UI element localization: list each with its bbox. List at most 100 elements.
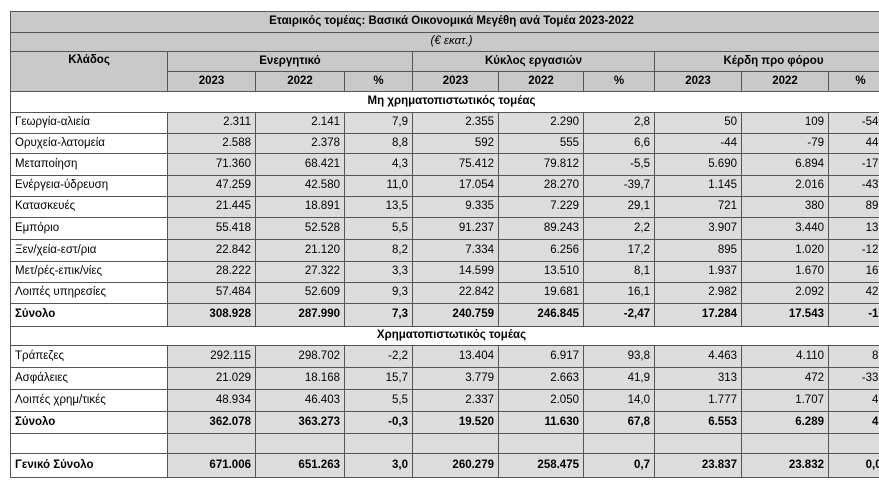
table-cell: 28.270 [498,175,584,197]
table-cell: 2.663 [498,367,584,390]
table-cell: 1.145 [654,175,742,197]
pct-header: % [583,71,655,92]
table-cell: 5,5 [344,389,413,412]
table-cell: -39,7 [583,175,655,197]
table-cell: 2.588 [167,133,256,154]
row-label: Τράπεζες [10,345,168,368]
table-cell: 21.029 [167,367,256,390]
table-cell: 18.891 [255,196,345,218]
table-cell: 4,2 [827,411,879,434]
table-cell: 6.894 [741,153,829,176]
year-2022-header: 2022 [741,71,829,92]
table-cell: 1.707 [741,389,829,412]
table-cell: 8,8 [344,133,413,154]
table-cell: 23.832 [741,453,829,478]
financials-table: Εταιρικός τομέας: Βασικά Οικονομικά Μεγέ… [9,11,879,478]
table-cell: 11.630 [498,411,584,434]
table-cell: -12,3 [827,239,879,262]
table-cell: 555 [498,133,584,154]
table-cell: 18.168 [255,367,345,390]
row-label: Λοιπές υπηρεσίες [10,282,168,304]
table-cell: 362.078 [167,411,256,434]
table-cell: 17,2 [583,239,655,262]
table-cell: 109 [741,112,829,134]
table-cell: 19.681 [498,282,584,304]
row-label: Λοιπές χρημ/τικές [10,389,168,412]
table-cell: 29,1 [583,196,655,218]
table-cell: 15,7 [344,367,413,390]
table-cell: 5.690 [654,153,742,176]
row-label: Ξεν/χεία-εστ/ρια [10,239,168,262]
table-cell: 14.599 [412,261,499,283]
table-row: Μετ/ρές-επικ/νίες 28.222 27.322 3,3 14.599 13… [10,261,879,283]
table-cell: 7,9 [344,112,413,134]
table-cell: 2.092 [741,282,829,304]
table-cell: 240.759 [412,303,499,327]
table-cell: 2.311 [167,112,256,134]
table-cell: 42,5 [827,282,879,304]
table-cell: 17.543 [741,303,829,327]
table-cell: 2.016 [741,175,829,197]
table-cell: 3.779 [412,367,499,390]
table-cell: -33,6 [827,367,879,390]
table-cell: 11,0 [344,175,413,197]
table-cell: 13,5 [344,196,413,218]
table-cell: 17.054 [412,175,499,197]
table-cell: 17.284 [654,303,742,327]
table-cell: 1.020 [741,239,829,262]
total-row: Σύνολο 308.928 287.990 7,3 240.759 246.845 -2,… [10,303,879,327]
spacer-cell [741,433,829,454]
table-cell: -17,5 [827,153,879,176]
table-cell: 258.475 [498,453,584,478]
section-header-row: Χρηματοπιστωτικός τομέας [9,326,879,346]
table-cell: 6.917 [498,345,584,368]
table-cell: -44 [654,133,742,154]
section-title: Μη χρηματοπιστωτικός τομέας [9,91,879,113]
table-row: Ενέργεια-ύδρευση 47.259 42.580 11,0 17.054 28… [10,175,879,197]
spacer-cell [255,433,345,454]
table-cell: 4.110 [741,345,829,368]
table-cell: -5,5 [583,153,655,176]
table-cell: 2,8 [583,112,655,134]
table-row: Λοιπές χρημ/τικές 48.934 46.403 5,5 2.337 2.0… [10,389,879,412]
sector-header: Κλάδος [10,51,168,92]
table-cell: 52.528 [255,217,345,240]
pct-header: % [344,71,413,92]
table-row: Κατασκευές 21.445 18.891 13,5 9.335 7.229 29,1… [10,196,879,218]
table-cell: 91.237 [412,217,499,240]
table-row: Ασφάλειες 21.029 18.168 15,7 3.779 2.663 41,9 3… [10,367,879,390]
section-title: Χρηματοπιστωτικός τομέας [9,326,879,346]
table-cell: 6.553 [654,411,742,434]
table-cell: -2,2 [344,345,413,368]
spacer-cell [654,433,742,454]
table-cell: -79 [741,133,829,154]
row-label: Γεωργία-αλιεία [10,112,168,134]
table-cell: 71.360 [167,153,256,176]
table-cell: 7,3 [344,303,413,327]
table-cell: 23.837 [654,453,742,478]
table-cell: 0,02 [827,453,879,478]
table-cell: 308.928 [167,303,256,327]
table-cell: 19.520 [412,411,499,434]
table-cell: 9.335 [412,196,499,218]
row-label: Ενέργεια-ύδρευση [10,175,168,197]
row-label: Μεταποίηση [10,153,168,176]
spacer-cell [583,433,655,454]
pct-header: % [827,71,879,92]
table-row: Ορυχεία-λατομεία 2.588 2.378 8,8 592 555 6,6 -4… [10,133,879,154]
table-cell: -1,5 [827,303,879,327]
table-row: Μεταποίηση 71.360 68.421 4,3 75.412 79.812 -5,… [10,153,879,176]
table-cell: 1.777 [654,389,742,412]
table-cell: 7.229 [498,196,584,218]
grand-total-row: Γενικό Σύνολο 671.006 651.263 3,0 260.279 258… [10,453,879,478]
row-label: Γενικό Σύνολο [10,453,168,478]
assets-header: Ενεργητικό [167,51,413,72]
table-row: Ξεν/χεία-εστ/ρια 22.842 21.120 8,2 7.334 6.25… [10,239,879,262]
table-cell: 5,5 [344,217,413,240]
table-cell: 55.418 [167,217,256,240]
table-title: Εταιρικός τομέας: Βασικά Οικονομικά Μεγέ… [9,11,879,33]
table-cell: 50 [654,112,742,134]
table-cell: 3.907 [654,217,742,240]
table-cell: 3,0 [344,453,413,478]
row-label: Σύνολο [10,411,168,434]
